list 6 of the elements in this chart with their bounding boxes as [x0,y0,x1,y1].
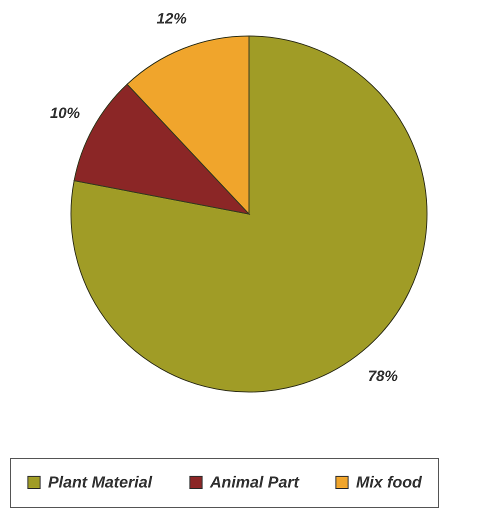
data-label: 12% [156,10,187,28]
data-label: 78% [368,368,398,385]
legend-label: Animal Part [209,474,300,492]
data-label: 10% [50,104,80,122]
legend-label: Plant Material [48,474,153,492]
legend-label: Mix food [356,474,423,492]
